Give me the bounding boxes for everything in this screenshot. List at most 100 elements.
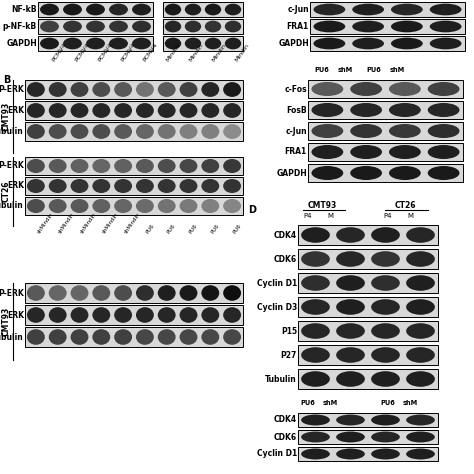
Ellipse shape xyxy=(92,329,110,345)
Ellipse shape xyxy=(86,21,105,32)
Ellipse shape xyxy=(430,21,462,32)
Text: B: B xyxy=(3,75,10,85)
Text: shM: shM xyxy=(402,400,418,406)
Ellipse shape xyxy=(114,82,132,97)
Ellipse shape xyxy=(223,329,241,345)
Ellipse shape xyxy=(301,448,330,459)
Text: c-Jun: c-Jun xyxy=(287,5,309,14)
Ellipse shape xyxy=(63,21,82,32)
Ellipse shape xyxy=(301,347,330,363)
Text: p-NF-kB: p-NF-kB xyxy=(3,22,37,31)
Ellipse shape xyxy=(27,82,45,97)
Bar xyxy=(25,80,243,99)
Ellipse shape xyxy=(391,4,423,15)
Text: Mindin: Mindin xyxy=(234,43,250,63)
Ellipse shape xyxy=(406,431,435,442)
Bar xyxy=(310,2,465,17)
Ellipse shape xyxy=(428,166,459,180)
Ellipse shape xyxy=(180,82,198,97)
Ellipse shape xyxy=(185,4,201,15)
Ellipse shape xyxy=(389,103,421,117)
Ellipse shape xyxy=(27,307,45,323)
Text: GAPDH: GAPDH xyxy=(6,39,37,48)
Text: Mindin: Mindin xyxy=(211,43,227,63)
Text: M: M xyxy=(407,213,413,219)
Ellipse shape xyxy=(352,21,384,32)
Text: PU6: PU6 xyxy=(301,400,315,406)
Ellipse shape xyxy=(371,431,400,442)
Ellipse shape xyxy=(428,103,459,117)
Ellipse shape xyxy=(201,82,219,97)
Bar xyxy=(163,19,243,34)
Ellipse shape xyxy=(223,103,241,118)
Ellipse shape xyxy=(430,4,462,15)
Ellipse shape xyxy=(336,371,365,387)
Text: PU6: PU6 xyxy=(145,223,155,235)
Ellipse shape xyxy=(49,199,67,213)
Ellipse shape xyxy=(180,179,198,193)
Ellipse shape xyxy=(336,227,365,243)
Ellipse shape xyxy=(49,179,67,193)
Ellipse shape xyxy=(136,82,154,97)
Ellipse shape xyxy=(185,21,201,32)
Text: c-Fos: c-Fos xyxy=(284,84,307,93)
Ellipse shape xyxy=(350,103,382,117)
Ellipse shape xyxy=(406,251,435,267)
Ellipse shape xyxy=(336,448,365,459)
Ellipse shape xyxy=(201,329,219,345)
Ellipse shape xyxy=(201,285,219,301)
Ellipse shape xyxy=(205,21,221,32)
Ellipse shape xyxy=(313,37,345,49)
Ellipse shape xyxy=(180,103,198,118)
Text: Mindin: Mindin xyxy=(165,43,182,63)
Bar xyxy=(25,283,243,303)
Text: PU6: PU6 xyxy=(381,400,395,406)
Ellipse shape xyxy=(92,82,110,97)
Ellipse shape xyxy=(428,82,459,96)
Ellipse shape xyxy=(180,159,198,173)
Ellipse shape xyxy=(71,159,89,173)
Bar xyxy=(25,101,243,120)
Text: shMindin: shMindin xyxy=(36,212,54,235)
Ellipse shape xyxy=(223,159,241,173)
Text: P-ERK: P-ERK xyxy=(0,162,24,171)
Ellipse shape xyxy=(165,37,181,49)
Ellipse shape xyxy=(109,4,128,15)
Text: CMT93: CMT93 xyxy=(2,307,11,336)
Text: PCMV4: PCMV4 xyxy=(120,42,136,63)
Ellipse shape xyxy=(49,159,67,173)
Ellipse shape xyxy=(136,307,154,323)
Ellipse shape xyxy=(223,124,241,139)
Ellipse shape xyxy=(136,124,154,139)
Ellipse shape xyxy=(71,285,89,301)
Ellipse shape xyxy=(371,347,400,363)
Text: ERK: ERK xyxy=(7,310,24,319)
Bar xyxy=(298,345,438,365)
Text: PU6: PU6 xyxy=(189,223,199,235)
Ellipse shape xyxy=(49,285,67,301)
Ellipse shape xyxy=(40,37,59,49)
Text: PU6: PU6 xyxy=(167,223,177,235)
Text: CT26: CT26 xyxy=(394,201,416,210)
Ellipse shape xyxy=(71,199,89,213)
Ellipse shape xyxy=(311,166,343,180)
Ellipse shape xyxy=(205,37,221,49)
Ellipse shape xyxy=(336,415,365,426)
Ellipse shape xyxy=(389,124,421,138)
Ellipse shape xyxy=(71,124,89,139)
Bar xyxy=(298,225,438,245)
Text: Tubulin: Tubulin xyxy=(0,332,24,341)
Ellipse shape xyxy=(63,37,82,49)
Ellipse shape xyxy=(71,103,89,118)
Ellipse shape xyxy=(27,159,45,173)
Ellipse shape xyxy=(352,37,384,49)
Ellipse shape xyxy=(350,145,382,159)
Bar xyxy=(308,101,463,119)
Text: P4: P4 xyxy=(304,213,312,219)
Ellipse shape xyxy=(132,37,151,49)
Ellipse shape xyxy=(86,4,105,15)
Ellipse shape xyxy=(109,21,128,32)
Ellipse shape xyxy=(371,299,400,315)
Text: PCMV4: PCMV4 xyxy=(97,42,113,63)
Ellipse shape xyxy=(406,299,435,315)
